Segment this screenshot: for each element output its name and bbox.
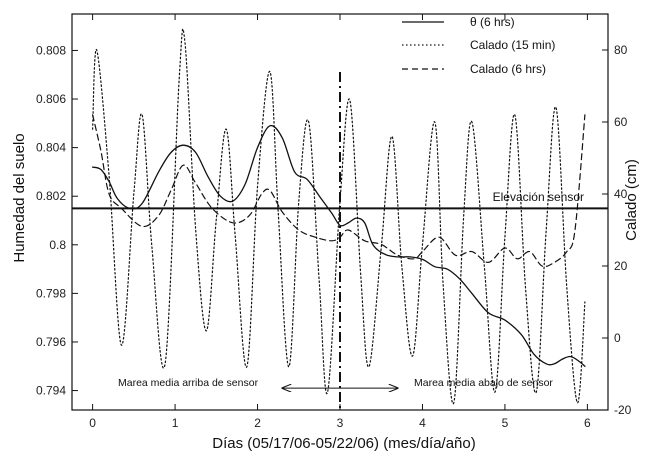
y-right-tick-label: 60	[614, 115, 628, 129]
y-left-tick-label: 0.796	[36, 335, 66, 349]
x-tick-label: 4	[419, 416, 426, 430]
legend-label: Calado (6 hrs)	[470, 62, 546, 76]
y-left-tick-label: 0.798	[36, 286, 66, 300]
y-left-tick-label: 0.802	[36, 189, 66, 203]
y-left-tick-label: 0.808	[36, 43, 66, 57]
y-right-tick-label: -20	[614, 403, 632, 417]
x-tick-label: 6	[584, 416, 591, 430]
y-left-tick-label: 0.804	[36, 141, 66, 155]
x-axis-title: Días (05/17/06-05/22/06) (mes/día/año)	[212, 435, 475, 452]
x-tick-label: 3	[337, 416, 344, 430]
annotation-right: Marea media abajo de sensor	[414, 377, 553, 389]
x-tick-label: 2	[254, 416, 261, 430]
y-left-tick-label: 0.794	[36, 384, 66, 398]
x-tick-label: 5	[502, 416, 509, 430]
y-right-tick-label: 20	[614, 259, 628, 273]
legend-label: θ (6 hrs)	[470, 15, 515, 29]
y-axis-left-title: Humedad del suelo	[11, 133, 28, 262]
y-axis-right-title: Calado (cm)	[623, 159, 640, 241]
y-left-tick-label: 0.8	[49, 238, 66, 252]
x-tick-label: 1	[172, 416, 179, 430]
calado-15min-line	[92, 28, 586, 405]
annotation-left: Marea media arriba de sensor	[118, 377, 259, 389]
x-tick-label: 0	[89, 416, 96, 430]
y-right-tick-label: 0	[614, 331, 621, 345]
legend-label: Calado (15 min)	[470, 38, 555, 52]
theta-6hrs-line	[91, 124, 586, 367]
y-left-tick-label: 0.806	[36, 92, 66, 106]
y-right-tick-label: 80	[614, 43, 628, 57]
reference-line-label: Elevación sensor	[493, 190, 584, 204]
y-right-tick-label: 40	[614, 187, 628, 201]
